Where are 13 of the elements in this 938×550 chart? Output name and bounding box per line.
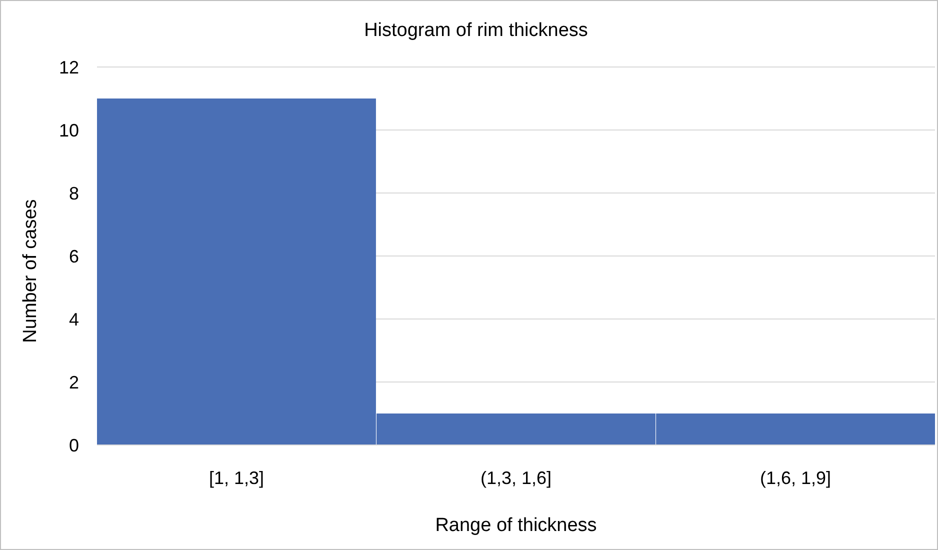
y-tick-label: 0: [68, 435, 79, 456]
y-axis-title: Number of cases: [20, 199, 41, 343]
y-tick-label: 4: [68, 309, 79, 330]
y-tick-label: 8: [68, 183, 79, 204]
x-tick-label: [1, 1,3]: [208, 468, 264, 488]
y-tick-label: 10: [58, 120, 79, 140]
y-tick-label: 2: [68, 372, 79, 392]
x-tick-label: (1,3, 1,6]: [480, 468, 552, 488]
chart-title: Histogram of rim thickness: [364, 20, 588, 41]
y-tick-label: 6: [68, 246, 79, 266]
x-tick-label: (1,6, 1,9]: [760, 468, 832, 488]
y-tick-label: 12: [58, 57, 79, 78]
x-axis-title: Range of thickness: [435, 515, 597, 536]
